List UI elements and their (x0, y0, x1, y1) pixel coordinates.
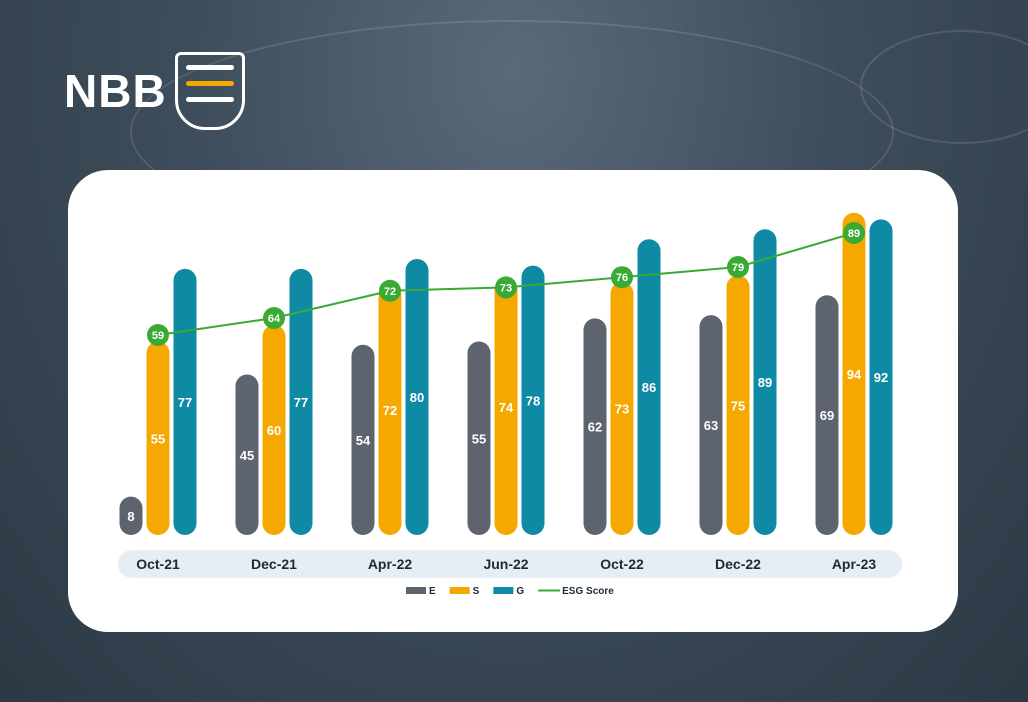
legend-label: G (516, 586, 524, 597)
esg-score-label: 79 (732, 262, 744, 274)
nbb-logo: NBB (64, 52, 245, 130)
esg-score-marker (147, 324, 169, 346)
data-label: 77 (294, 395, 308, 410)
x-tick-label: Apr-23 (832, 556, 877, 572)
x-tick-label: Apr-22 (368, 556, 413, 572)
bar-e (467, 341, 491, 535)
data-label: 54 (356, 433, 371, 448)
bar-s (494, 278, 518, 535)
x-axis-band (118, 550, 902, 578)
x-tick-label: Oct-21 (136, 556, 180, 572)
esg-score-label: 76 (616, 272, 628, 284)
bar-g (869, 219, 893, 535)
data-label: 45 (240, 448, 254, 463)
data-label: 55 (472, 431, 486, 446)
esg-score-marker (843, 222, 865, 244)
esg-score-label: 72 (384, 286, 396, 298)
legend-swatch-g (493, 587, 514, 594)
data-label: 94 (847, 367, 862, 382)
bar-g (521, 265, 545, 535)
data-label: 69 (820, 408, 834, 423)
data-label: 75 (731, 398, 745, 413)
bar-g (637, 239, 661, 535)
bar-e (119, 496, 143, 535)
ceiling-arc (860, 30, 1028, 144)
data-label: 62 (588, 420, 602, 435)
bar-g (405, 259, 429, 535)
bar-g (753, 229, 777, 536)
legend-swatch-e (406, 587, 426, 594)
data-label: 55 (151, 431, 165, 446)
data-label: 92 (874, 370, 888, 385)
bar-e (583, 318, 607, 535)
data-label: 77 (178, 395, 192, 410)
bar-e (699, 315, 723, 535)
x-tick-label: Jun-22 (483, 556, 528, 572)
logo-text: NBB (64, 65, 167, 117)
legend-label: S (473, 586, 480, 597)
legend-label: ESG Score (562, 586, 614, 597)
bar-g (289, 268, 313, 535)
bar-e (235, 374, 259, 535)
esg-score-marker (263, 307, 285, 329)
esg-score-marker (495, 276, 517, 299)
x-tick-label: Oct-22 (600, 556, 644, 572)
data-label: 86 (642, 380, 656, 395)
bar-s (146, 341, 170, 535)
data-label: 80 (410, 390, 424, 405)
logo-emblem (174, 52, 245, 130)
bar-g (173, 268, 197, 535)
data-label: 60 (267, 423, 281, 438)
esg-score-label: 73 (500, 282, 512, 294)
legend-swatch-s (449, 587, 470, 594)
bar-s (610, 282, 634, 535)
bar-s (726, 275, 750, 535)
esg-score-marker (727, 256, 749, 278)
esg-score-label: 59 (152, 330, 164, 342)
data-label: 8 (127, 509, 134, 524)
data-label: 89 (758, 375, 772, 390)
esg-score-label: 64 (268, 313, 281, 325)
data-label: 72 (383, 403, 397, 418)
data-label: 63 (704, 418, 718, 433)
bar-s (842, 212, 866, 536)
esg-score-label: 89 (848, 228, 860, 240)
bar-s (262, 325, 286, 535)
data-label: 73 (615, 402, 629, 417)
x-tick-label: Dec-22 (715, 556, 761, 572)
x-tick-label: Dec-21 (251, 556, 297, 572)
bar-s (378, 285, 402, 535)
bar-e (815, 295, 839, 535)
legend-label: E (429, 586, 436, 597)
data-label: 78 (526, 393, 540, 408)
data-label: 74 (499, 400, 514, 415)
esg-score-marker (611, 266, 633, 289)
esg-score-marker (379, 279, 401, 302)
bar-e (351, 344, 375, 535)
